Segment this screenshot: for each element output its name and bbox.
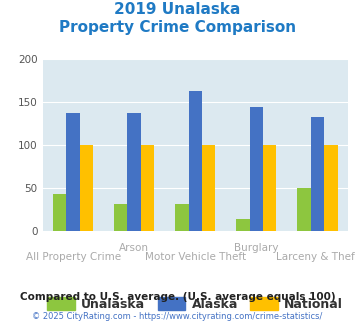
Text: Larceny & Theft: Larceny & Theft — [276, 252, 355, 262]
Text: Compared to U.S. average. (U.S. average equals 100): Compared to U.S. average. (U.S. average … — [20, 292, 335, 302]
Bar — [250, 107, 263, 231]
Bar — [80, 145, 93, 231]
Text: 2019 Unalaska: 2019 Unalaska — [114, 2, 241, 16]
Bar — [141, 145, 154, 231]
Bar — [263, 145, 277, 231]
Bar — [53, 194, 66, 231]
Text: Arson: Arson — [119, 243, 149, 252]
Bar — [127, 113, 141, 231]
Bar — [311, 117, 324, 231]
Text: Motor Vehicle Theft: Motor Vehicle Theft — [145, 252, 246, 262]
Bar — [114, 204, 127, 231]
Bar — [189, 91, 202, 231]
Legend: Unalaska, Alaska, National: Unalaska, Alaska, National — [43, 292, 348, 316]
Bar — [175, 204, 189, 231]
Text: Property Crime Comparison: Property Crime Comparison — [59, 20, 296, 35]
Bar — [236, 219, 250, 231]
Bar — [202, 145, 215, 231]
Bar — [66, 113, 80, 231]
Text: All Property Crime: All Property Crime — [26, 252, 121, 262]
Text: Burglary: Burglary — [234, 243, 279, 252]
Bar — [324, 145, 338, 231]
Bar — [297, 188, 311, 231]
Text: © 2025 CityRating.com - https://www.cityrating.com/crime-statistics/: © 2025 CityRating.com - https://www.city… — [32, 312, 323, 321]
